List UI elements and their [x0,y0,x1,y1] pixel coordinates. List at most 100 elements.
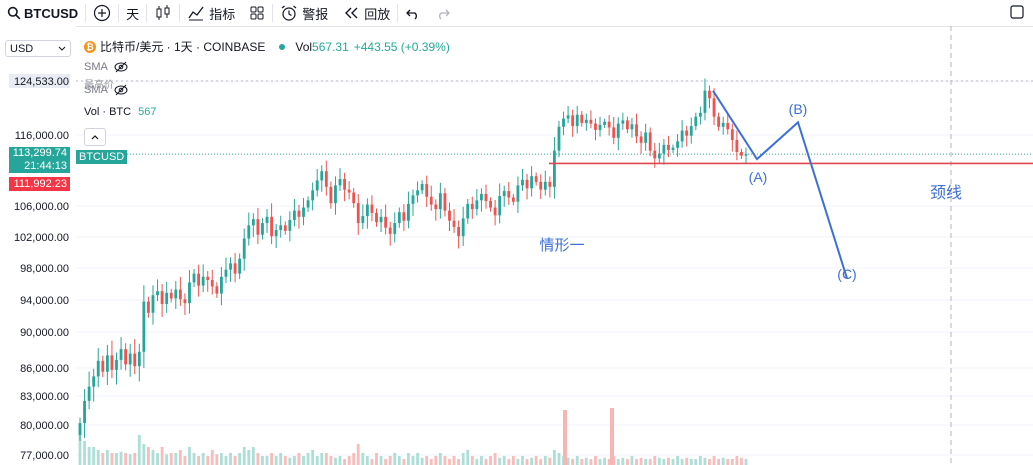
candle-body [215,286,219,294]
volume-bar [242,447,246,465]
candle-body [730,129,734,140]
candle-body [648,132,652,151]
candle-body [356,203,360,224]
candle-body [621,120,625,124]
volume-bar [575,456,579,465]
candle-body [379,216,383,223]
replay-button[interactable]: 回放 [335,0,397,26]
volume-bar [744,459,748,465]
candle-body [644,132,648,143]
bitcoin-icon: ₿ [84,40,96,53]
volume-bar [534,456,538,465]
volume-bar [703,457,707,465]
volume-bar [128,454,132,465]
candle-body [233,263,237,274]
volume-bar [580,459,584,465]
candle-body [343,179,346,190]
volume-bar [388,456,392,465]
price-tick-label: 124,533.00 [14,76,69,88]
volume-bar [680,459,684,465]
templates-button[interactable] [242,0,272,26]
candle-body [612,127,616,138]
volume-bar [283,456,287,465]
compare-button[interactable] [86,0,118,26]
price-grid [76,26,1033,465]
candle-body [411,195,415,204]
volume-bar [461,453,465,465]
volume-bar [671,459,675,465]
plus-circle-icon [94,4,111,22]
candle-body [662,144,666,154]
volume-bar [384,459,388,465]
chart-type-button[interactable] [147,0,179,26]
eye-hidden-icon[interactable] [114,61,128,73]
candle-body [603,121,607,125]
indicator-sma-2[interactable]: SMA [84,84,128,96]
candle-body [188,282,191,304]
symbol-search-button[interactable]: BTCUSD [0,0,85,26]
volume-bar [662,459,666,465]
candle-body [156,291,159,296]
volume-bar [229,453,232,465]
fullscreen-button[interactable] [1009,4,1025,23]
interval-label: 天 [126,6,140,22]
candle-body [712,98,716,117]
candle-body [580,114,584,123]
collapse-legend-button[interactable] [84,128,106,146]
volume-bar [178,450,182,465]
interval-button[interactable]: 天 [119,0,146,26]
volume-bar [87,447,91,465]
volume-bar [470,456,474,465]
volume-bar [740,457,743,465]
candle-body [493,207,497,216]
candle-body [571,115,575,127]
indicators-button[interactable]: 指标 [180,0,242,26]
toolbar-divider [397,4,399,22]
undo-button[interactable] [398,0,428,26]
volume-bar [712,456,716,465]
candle-body [137,351,141,367]
candle-body [197,273,201,286]
volume-bar [137,435,141,465]
alert-button[interactable]: 警报 [273,0,335,26]
volume-bar [197,456,201,465]
abc-projection-path [712,90,848,279]
redo-button[interactable] [428,0,458,26]
neckline-price-tag: 111,992.23 [9,177,70,191]
candle-body [575,114,579,127]
volume-bar [174,453,178,465]
volume-legend-label: Vol · BTC [84,106,132,118]
price-change: +443.55 (+0.39%) [353,39,450,54]
volume-bar [261,456,264,465]
candle-body [416,190,419,196]
volume-bar [457,459,461,465]
currency-select[interactable]: USD [5,40,71,57]
symbol-label: BTCUSD [24,5,79,21]
candle-body [708,90,711,99]
vol-value: 567.31 [312,39,349,54]
candle-body [274,230,278,237]
volume-bar [657,457,661,465]
market-status-dot [279,43,286,50]
eye-hidden-icon[interactable] [114,84,128,96]
candle-body [452,220,456,227]
volume-bar [530,457,534,465]
price-chart[interactable]: (A) (B) (C) 情形一 颈线 124,533.00 116,000.00 106,0… [0,26,1033,465]
volume-bar [735,456,739,465]
candle-body [261,223,264,235]
chart-legend: ₿ 比特币/美元 · 1天 · COINBASE Vol 567.31 +443… [84,38,450,55]
indicator-sma-1[interactable]: SMA [84,61,128,73]
volume-bar [133,453,137,465]
candle-body [105,355,109,372]
undo-icon [406,9,418,20]
volume-bar [448,459,451,465]
volume-bar [543,456,547,465]
candle-body [183,299,187,304]
price-axis[interactable]: 124,533.00 116,000.00 106,000.00 102,000.00… [0,26,76,465]
candle-body [425,183,429,197]
candle-body [667,144,670,150]
candle-body [101,360,105,372]
price-axis-background [0,26,76,465]
candle-body [78,423,82,435]
candle-body [334,185,337,204]
